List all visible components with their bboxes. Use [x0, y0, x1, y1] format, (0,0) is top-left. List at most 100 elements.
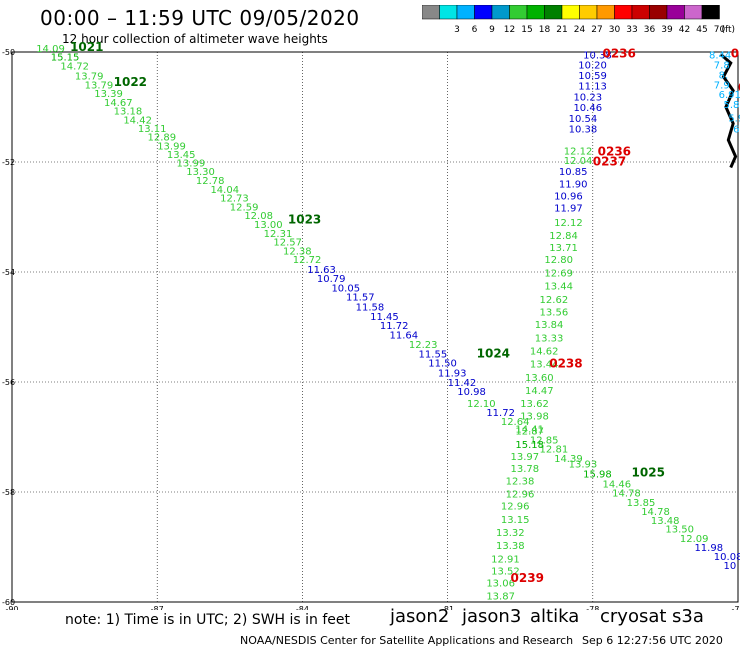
wave-height-point: 11.90 [559, 179, 588, 190]
wave-height-point: 14.09 [36, 44, 65, 55]
scale-label: 9 [489, 25, 495, 35]
wave-height-point: 13.56 [540, 307, 569, 318]
wave-height-point: 12.38 [283, 246, 312, 257]
color-scale-legend: 3 6 9 12 15 18 21 24 27 30 33 36 39 42 45 70(ft) [422, 5, 735, 35]
footer-note: note: 1) Time is in UTC; 2) SWH is in fe… [65, 612, 351, 628]
wave-height-point: 11.13 [578, 81, 607, 92]
pass-time-label: 1021 [70, 40, 103, 54]
pass-time-label: 0236 [602, 47, 635, 61]
wave-height-point: 13.32 [496, 528, 525, 539]
wave-height-point: 13.85 [627, 498, 656, 509]
y-tick-label: -60 [2, 598, 15, 607]
chart-title: 00:00 – 11:59 UTC 09/05/2020 [40, 6, 360, 30]
wave-height-point: 10.38 [569, 124, 598, 135]
scale-label: 36 [644, 25, 656, 35]
wave-height-map: -90 -87 -84 -81 -78 -75 -50 -52 -54 -56 -58 -60 14.0… [2, 40, 740, 610]
wave-height-point: 12.23 [409, 340, 438, 351]
scale-label: 42 [679, 25, 690, 35]
wave-height-point: 10.96 [554, 191, 583, 202]
wave-height-point: 13.97 [511, 452, 540, 463]
footer-credit: NOAA/NESDIS Center for Satellite Applica… [240, 634, 574, 647]
wave-height-point: 13.45 [167, 150, 196, 161]
wave-height-point: 13.38 [496, 541, 525, 552]
wave-height-point: 12.96 [501, 502, 530, 513]
wave-height-point: 13.33 [535, 333, 564, 344]
wave-height-point: 12.57 [273, 238, 302, 249]
wave-height-point: 13.50 [665, 525, 694, 536]
wave-height-point: 11.55 [419, 349, 448, 360]
wave-height-point: 13.11 [138, 124, 167, 135]
wave-height-point: 12.12 [554, 218, 583, 229]
wave-height-point: 7.9 [714, 80, 730, 91]
scale-label: 27 [591, 25, 602, 35]
y-tick-label: -58 [2, 488, 15, 497]
chart-subtitle: 12 hour collection of altimeter wave hei… [62, 32, 328, 46]
wave-height-point: 14.72 [60, 62, 89, 73]
pass-time-label: 0239 [511, 571, 544, 585]
wave-height-point: 11.50 [428, 359, 457, 370]
wave-height-point: 11.63 [307, 265, 336, 276]
y-tick-label: -50 [2, 48, 15, 57]
wave-height-point: 13.15 [501, 515, 530, 526]
wave-height-point: 10.20 [578, 61, 607, 72]
wave-height-point: 10.38 [583, 51, 612, 62]
wave-height-point: 7.8 [714, 61, 730, 72]
wave-height-point: 14.39 [554, 454, 583, 465]
satellite-jason2: jason2 [390, 606, 450, 627]
pass-time-label: 0238 [549, 357, 582, 371]
scale-label: 33 [626, 25, 637, 35]
wave-height-point: 14.46 [602, 480, 631, 491]
y-tick-label: -52 [2, 158, 15, 167]
wave-height-point: 12.59 [230, 202, 259, 213]
coastline [720, 53, 738, 169]
pass-time-label: 1024 [477, 346, 510, 360]
wave-height-point: 10.59 [578, 71, 607, 82]
wave-height-point: 12.72 [293, 255, 322, 266]
wave-height-point: 12.96 [506, 490, 535, 501]
wave-height-point: 15.18 [515, 440, 544, 451]
wave-height-point: 10.54 [569, 114, 598, 125]
wave-height-point: 11.64 [390, 331, 419, 342]
pass-time-label: 0237 [593, 154, 626, 168]
wave-height-point: 13.93 [569, 459, 598, 470]
wave-height-point: 13.71 [549, 243, 578, 254]
x-tick-label: -75 [731, 605, 740, 610]
wave-height-point: 14.41 [515, 425, 544, 436]
wave-height-point: 10 [723, 561, 736, 572]
wave-height-point: 14.47 [525, 386, 554, 397]
wave-height-point: 13.99 [177, 158, 206, 169]
wave-height-point: 11.72 [486, 408, 515, 419]
wave-height-point: 10.23 [573, 92, 602, 103]
wave-height-point: 14.78 [641, 507, 670, 518]
wave-height-point: 12.78 [196, 176, 225, 187]
wave-height-point: 12.69 [544, 268, 573, 279]
wave-height-point: 8. [719, 70, 729, 81]
wave-height-point: 14.78 [612, 488, 641, 499]
wave-height-point: 5.8 [723, 100, 739, 111]
wave-height-point: 13.06 [486, 579, 515, 590]
wave-height-point: 11.93 [438, 369, 467, 380]
wave-height-point: 12.04 [564, 156, 593, 167]
satellite-s3a: s3a [672, 606, 704, 627]
wave-height-point: 12.09 [680, 534, 709, 545]
wave-height-point: 14.42 [123, 116, 152, 127]
scale-label: 24 [574, 25, 586, 35]
y-tick-label: -54 [2, 268, 15, 277]
wave-height-point: 12.38 [506, 476, 535, 487]
pass-time-label: 05 [731, 47, 740, 61]
x-tick-label: -90 [5, 605, 18, 610]
wave-height-point: 12.73 [220, 194, 249, 205]
satellite-altika: altika [530, 606, 580, 627]
wave-height-point: 5.9 [728, 113, 740, 124]
wave-height-point: 13.52 [491, 567, 520, 578]
pass-time-label: 0236 [598, 144, 631, 158]
wave-height-point: 11.58 [356, 303, 385, 314]
wave-height-point: 12.12 [564, 146, 593, 157]
wave-height-point: 10.08 [714, 552, 740, 563]
pass-time-label: 1025 [632, 466, 665, 480]
wave-height-point: 6.91 [719, 90, 740, 101]
wave-height-point: 14.04 [210, 185, 239, 196]
wave-height-point: 13.48 [651, 516, 680, 527]
wave-height-point: 13.39 [94, 89, 123, 100]
pass-time-label: 1022 [114, 75, 147, 89]
